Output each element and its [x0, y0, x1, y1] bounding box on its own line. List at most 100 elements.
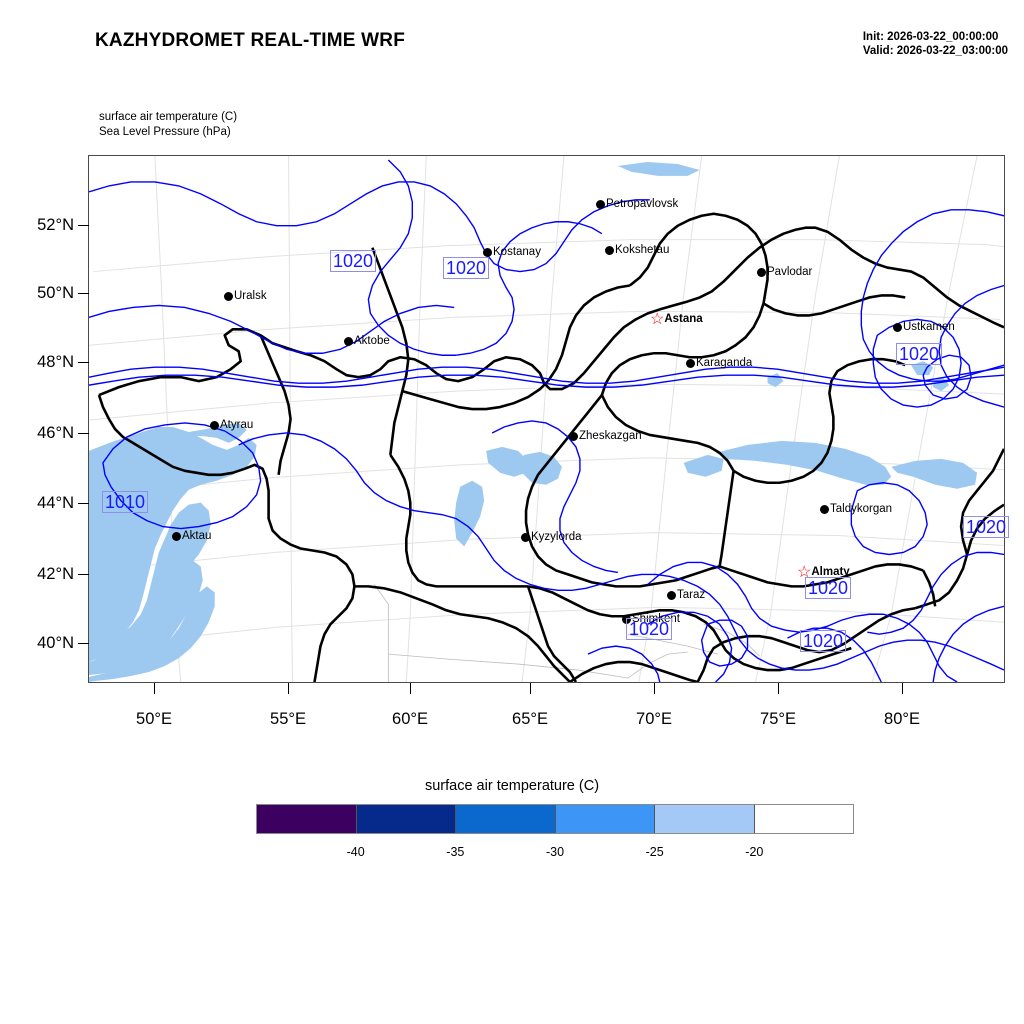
lat-tick-42 — [78, 574, 89, 575]
lon-tick-55 — [288, 683, 289, 694]
colorbar-tick--20: -20 — [745, 845, 764, 859]
lon-tick-70 — [654, 683, 655, 694]
pressure-contour-label-1020: 1020 — [330, 250, 377, 272]
lon-label-80: 80°E — [884, 710, 920, 728]
water-bodies — [89, 161, 978, 682]
colorbar-tick--30: -30 — [545, 845, 565, 859]
city-dot-icon — [686, 358, 695, 368]
lon-tick-60 — [410, 683, 411, 694]
colorbar-segment-2 — [455, 805, 555, 833]
lon-label-70: 70°E — [636, 710, 672, 728]
city-dot-icon — [210, 420, 219, 430]
lat-tick-50 — [78, 293, 89, 294]
pressure-contour-label-1020: 1020 — [800, 630, 847, 652]
capital-star-icon: ☆ — [797, 563, 812, 581]
pressure-contour-label-1010: 1010 — [102, 491, 149, 513]
map-graphics — [89, 156, 1004, 682]
lon-label-55: 55°E — [270, 710, 306, 728]
lat-tick-46 — [78, 433, 89, 434]
lat-tick-40 — [78, 643, 89, 644]
capital-star-icon: ☆ — [650, 310, 665, 328]
colorbar-segment-4 — [654, 805, 754, 833]
lon-label-50: 50°E — [136, 710, 172, 728]
lon-tick-65 — [530, 683, 531, 694]
city-marker-karaganda: Karaganda — [686, 357, 752, 369]
city-marker-astana: ☆ Astana — [650, 310, 703, 328]
city-label: Taldykorgan — [830, 503, 893, 515]
city-label: Kyzylorda — [531, 531, 582, 543]
lat-label-46: 46°N — [37, 424, 74, 442]
lon-tick-80 — [902, 683, 903, 694]
pressure-contour-label-1020: 1020 — [963, 516, 1010, 538]
city-marker-almaty: ☆ Almaty — [797, 563, 850, 581]
city-marker-aktau: Aktau — [172, 530, 211, 542]
lat-label-52: 52°N — [37, 216, 74, 234]
weather-map[interactable] — [88, 155, 1005, 683]
city-marker-kostanay: Kostanay — [483, 246, 541, 258]
lon-label-65: 65°E — [512, 710, 548, 728]
city-label: Zheskazgan — [579, 430, 642, 442]
city-marker-taldykorgan: Taldykorgan — [820, 503, 892, 515]
lat-tick-52 — [78, 225, 89, 226]
colorbar-segment-5 — [753, 805, 853, 833]
city-label: Shimkent — [632, 613, 680, 625]
lat-label-48: 48°N — [37, 353, 74, 371]
page-title: KAZHYDROMET REAL-TIME WRF — [95, 30, 406, 51]
city-label: Almaty — [811, 566, 850, 578]
city-label: Atyrau — [220, 419, 254, 431]
city-dot-icon — [667, 590, 676, 600]
colorbar-title: surface air temperature (C) — [424, 778, 600, 794]
city-label: Kokshetau — [615, 244, 670, 256]
pressure-contour-label-1020: 1020 — [805, 577, 852, 599]
field-info-line-1: surface air temperature (C) — [99, 111, 238, 123]
city-label: Aktau — [182, 530, 212, 542]
city-label: Ustkamen — [903, 321, 955, 333]
city-label: Taraz — [677, 589, 706, 601]
lat-tick-44 — [78, 503, 89, 504]
city-marker-atyrau: Atyrau — [210, 419, 253, 431]
lat-tick-48 — [78, 362, 89, 363]
colorbar-segment-3 — [554, 805, 654, 833]
city-marker-pavlodar: Pavlodar — [757, 266, 812, 278]
pressure-contour-label-1020: 1020 — [443, 257, 490, 279]
colorbar-segment-0 — [257, 805, 356, 833]
valid-time: Valid: 2026-03-22_03:00:00 — [862, 45, 1008, 57]
city-label: Petropavlovsk — [606, 198, 679, 210]
field-info-line-2: Sea Level Pressure (hPa) — [99, 126, 231, 138]
lon-tick-75 — [778, 683, 779, 694]
lat-label-50: 50°N — [37, 284, 74, 302]
lon-tick-50 — [154, 683, 155, 694]
city-dot-icon — [224, 291, 233, 301]
city-label: Aktobe — [354, 335, 390, 347]
city-marker-kyzylorda: Kyzylorda — [521, 531, 582, 543]
colorbar[interactable] — [256, 804, 854, 834]
city-marker-uralsk: Uralsk — [224, 290, 267, 302]
lon-label-60: 60°E — [392, 710, 428, 728]
field-info: surface air temperature (C) Sea Level Pr… — [99, 110, 237, 140]
city-dot-icon — [344, 336, 353, 346]
city-dot-icon — [893, 322, 902, 332]
init-time: Init: 2026-03-22_00:00:00 — [862, 31, 999, 43]
city-marker-zheskazgan: Zheskazgan — [569, 430, 642, 442]
city-dot-icon — [757, 267, 766, 277]
city-label: Karaganda — [696, 357, 753, 369]
colorbar-tick--35: -35 — [446, 845, 465, 859]
city-dot-icon — [605, 245, 614, 255]
city-dot-icon — [172, 531, 181, 541]
lat-label-40: 40°N — [37, 634, 74, 652]
lat-label-42: 42°N — [37, 565, 74, 583]
colorbar-tick--25: -25 — [645, 845, 664, 859]
city-label: Astana — [664, 313, 703, 325]
city-dot-icon — [596, 199, 605, 209]
city-marker-ustkamen: Ustkamen — [893, 321, 955, 333]
city-marker-taraz: Taraz — [667, 589, 705, 601]
city-label: Kostanay — [493, 246, 541, 258]
city-dot-icon — [521, 532, 530, 542]
lat-label-44: 44°N — [37, 494, 74, 512]
city-marker-kokshetau: Kokshetau — [605, 244, 669, 256]
city-dot-icon — [569, 431, 578, 441]
city-dot-icon — [820, 504, 829, 514]
pressure-contour-label-1020: 1020 — [626, 618, 673, 640]
city-label: Pavlodar — [767, 266, 813, 278]
pressure-contour-label-1020: 1020 — [896, 343, 943, 365]
